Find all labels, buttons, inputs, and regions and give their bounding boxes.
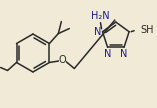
Text: N: N (94, 27, 102, 37)
Text: N: N (104, 49, 111, 59)
Text: O: O (59, 56, 66, 65)
Text: H₂N: H₂N (91, 11, 110, 21)
Text: N: N (120, 49, 128, 59)
Text: SH: SH (140, 25, 154, 35)
